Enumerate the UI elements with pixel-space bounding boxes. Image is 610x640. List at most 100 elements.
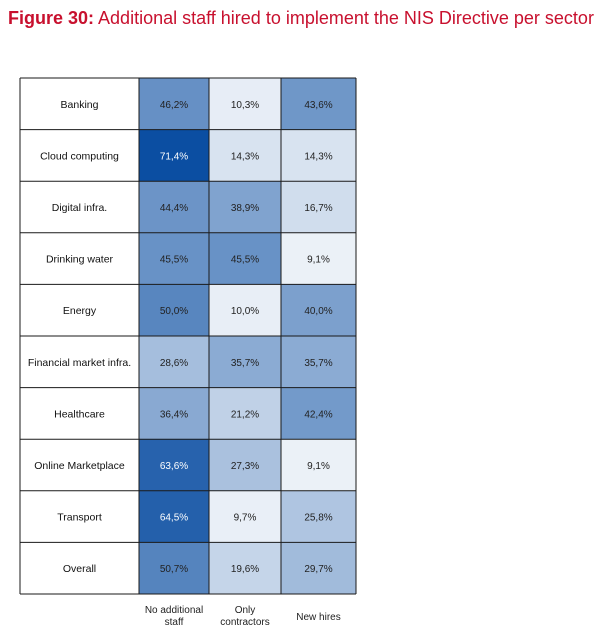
cell-value-label: 36,4% — [160, 409, 188, 420]
heatmap-cell — [281, 181, 356, 233]
row-label: Energy — [63, 305, 97, 317]
cell-value-label: 50,0% — [160, 306, 188, 317]
heatmap-cell — [209, 490, 281, 543]
heatmap-row: Digital infra. 44,4% 38,9% 16,7% — [20, 181, 356, 233]
column-label-line: staff — [165, 617, 184, 628]
cell-value-label: 35,7% — [231, 358, 259, 369]
row-label-cell — [20, 490, 139, 543]
heatmap-cell — [139, 336, 209, 388]
heatmap-cell — [209, 181, 281, 233]
row-label: Transport — [57, 512, 102, 524]
cell-value-label: 9,1% — [307, 255, 330, 266]
cell-value-label: 14,3% — [304, 151, 332, 162]
column-label: New hires — [296, 612, 340, 623]
heatmap-cell — [139, 78, 209, 130]
row-label: Cloud computing — [40, 150, 119, 162]
heatmap-cell — [281, 129, 356, 182]
row-label: Overall — [63, 563, 96, 575]
grid-lines — [19, 77, 357, 595]
cell-value-label: 9,7% — [234, 513, 257, 524]
heatmap-cell — [209, 129, 281, 182]
heatmap-row: Overall 50,7% 19,6% 29,7% — [20, 542, 356, 594]
row-label: Financial market infra. — [28, 357, 131, 369]
cell-value-label: 50,7% — [160, 564, 188, 575]
cell-value-label: 10,3% — [231, 100, 259, 111]
heatmap-cell — [281, 336, 356, 388]
row-label-cell — [20, 78, 139, 130]
cell-value-label: 29,7% — [304, 564, 332, 575]
cell-value-label: 38,9% — [231, 203, 259, 214]
heatmap-row: Online Marketplace 63,6% 27,3% 9,1% — [20, 439, 356, 491]
heatmap-cell — [139, 284, 209, 336]
heatmap-cell — [281, 284, 356, 336]
heatmap-row: Banking 46,2% 10,3% 43,6% — [20, 78, 356, 130]
column-label: No additional staff — [145, 605, 203, 628]
heatmap-cell — [209, 542, 281, 594]
row-label-cell — [20, 232, 139, 285]
heatmap-cell — [281, 232, 356, 285]
row-label-cell — [20, 439, 139, 491]
chart-title: Figure 30: Additional staff hired to imp… — [8, 8, 594, 29]
heatmap-cell — [139, 387, 209, 440]
cell-value-label: 35,7% — [304, 358, 332, 369]
row-label-cell — [20, 284, 139, 336]
heatmap-cell — [209, 232, 281, 285]
heatmap-cell — [139, 232, 209, 285]
row-label-cell — [20, 542, 139, 594]
heatmap-row: Drinking water 45,5% 45,5% 9,1% — [20, 232, 356, 285]
title-text: Additional staff hired to implement the … — [94, 8, 594, 28]
heatmap-cell — [281, 439, 356, 491]
row-label-cell — [20, 387, 139, 440]
row-label: Digital infra. — [52, 202, 107, 214]
cell-value-label: 27,3% — [231, 461, 259, 472]
cell-value-label: 45,5% — [160, 255, 188, 266]
cell-value-label: 63,6% — [160, 461, 188, 472]
heatmap-cell — [281, 542, 356, 594]
row-label-cell — [20, 181, 139, 233]
heatmap-cell — [209, 78, 281, 130]
heatmap-cell — [209, 336, 281, 388]
heatmap-row: Cloud computing 71,4% 14,3% 14,3% — [20, 129, 356, 182]
cell-value-label: 71,4% — [160, 151, 188, 162]
heatmap-cell — [209, 439, 281, 491]
heatmap-cell — [281, 387, 356, 440]
heatmap-row: Energy 50,0% 10,0% 40,0% — [20, 284, 356, 336]
cell-value-label: 40,0% — [304, 306, 332, 317]
cell-value-label: 10,0% — [231, 306, 259, 317]
row-label-cell — [20, 336, 139, 388]
row-label-cell — [20, 129, 139, 182]
cell-value-label: 21,2% — [231, 409, 259, 420]
row-label: Drinking water — [46, 254, 114, 266]
heatmap-row: Financial market infra. 28,6% 35,7% 35,7% — [20, 336, 356, 388]
cell-value-label: 42,4% — [304, 409, 332, 420]
column-label-line: contractors — [220, 617, 269, 628]
cell-value-label: 9,1% — [307, 461, 330, 472]
figure-label: Figure 30: — [8, 8, 95, 28]
heatmap-cell — [281, 78, 356, 130]
heatmap-row: Healthcare 36,4% 21,2% 42,4% — [20, 387, 356, 440]
column-label-line: Only — [235, 605, 256, 616]
cell-value-label: 14,3% — [231, 151, 259, 162]
cell-value-label: 25,8% — [304, 513, 332, 524]
row-label: Banking — [61, 99, 99, 111]
heatmap-cell — [139, 542, 209, 594]
heatmap-cell — [209, 284, 281, 336]
cell-value-label: 19,6% — [231, 564, 259, 575]
heatmap-cell — [139, 439, 209, 491]
heatmap-cell — [209, 387, 281, 440]
cell-value-label: 16,7% — [304, 203, 332, 214]
row-label: Healthcare — [54, 408, 105, 420]
cell-value-label: 44,4% — [160, 203, 188, 214]
heatmap-cell — [139, 129, 209, 182]
cell-value-label: 46,2% — [160, 100, 188, 111]
cell-value-label: 28,6% — [160, 358, 188, 369]
cell-value-label: 64,5% — [160, 513, 188, 524]
heatmap-row: Transport 64,5% 9,7% 25,8% — [20, 490, 356, 543]
heatmap-cell — [139, 490, 209, 543]
heatmap-cell — [139, 181, 209, 233]
cell-value-label: 45,5% — [231, 255, 259, 266]
heatmap-cell — [281, 490, 356, 543]
cell-value-label: 43,6% — [304, 100, 332, 111]
column-label-line: No additional — [145, 605, 203, 616]
